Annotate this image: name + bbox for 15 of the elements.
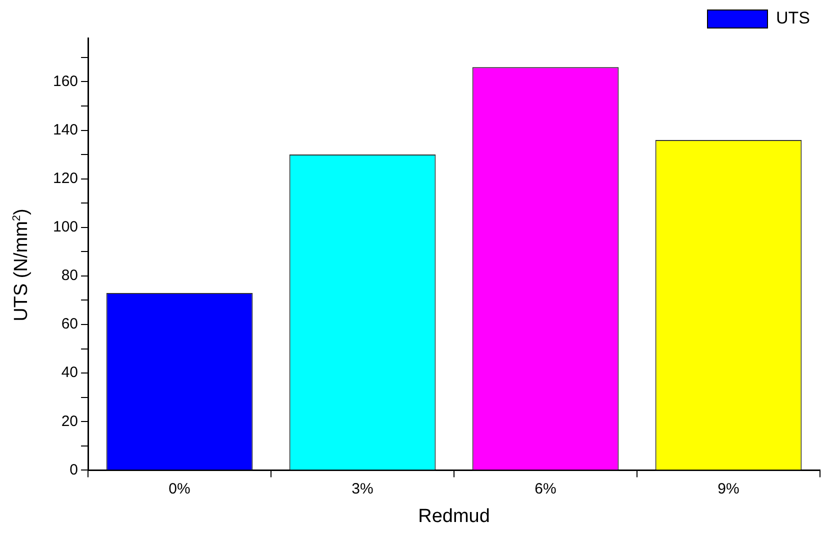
legend-label: UTS — [776, 8, 810, 28]
y-tick-label: 120 — [52, 170, 78, 187]
y-tick-label: 140 — [52, 121, 78, 138]
y-tick-label: 40 — [61, 364, 78, 382]
y-tick-label: 60 — [61, 316, 78, 333]
y-tick-label: 20 — [61, 412, 78, 430]
x-tick-label: 6% — [534, 480, 556, 498]
y-tick-label: 80 — [61, 267, 78, 284]
y-tick-label: 160 — [52, 72, 78, 90]
x-axis-title: Redmud — [418, 506, 490, 527]
y-tick-label: 100 — [52, 218, 78, 236]
x-tick-label: 0% — [168, 480, 190, 498]
y-tick-label: 0 — [70, 461, 78, 478]
x-tick-label: 3% — [352, 480, 374, 498]
x-tick-label: 9% — [718, 480, 740, 498]
